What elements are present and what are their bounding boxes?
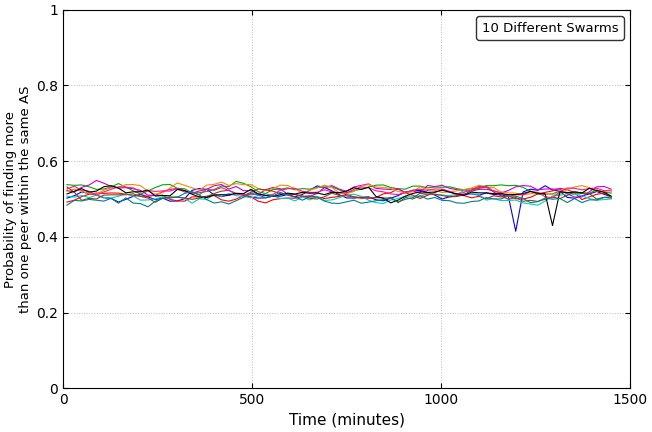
Y-axis label: Probability of finding more
than one peer within the same AS: Probability of finding more than one pee… xyxy=(4,85,32,313)
Legend: 10 Different Swarms: 10 Different Swarms xyxy=(477,16,624,40)
X-axis label: Time (minutes): Time (minutes) xyxy=(289,413,405,428)
